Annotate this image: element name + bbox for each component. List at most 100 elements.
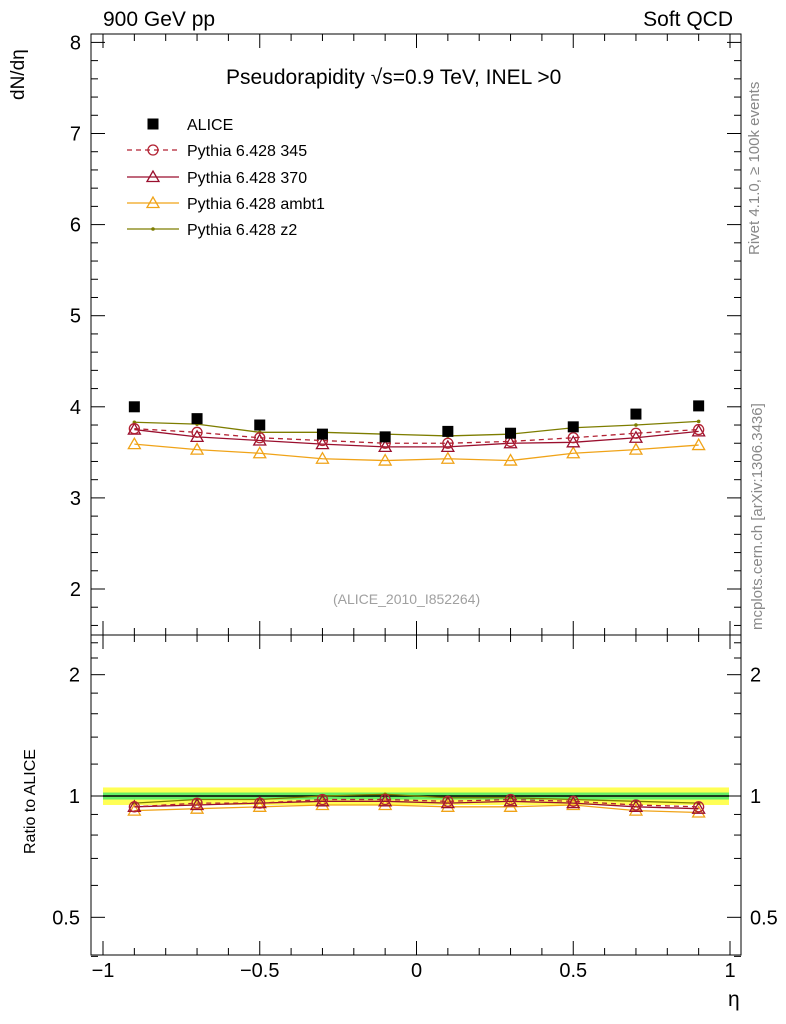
ratio-y-tick-label-right: 2 xyxy=(750,665,761,687)
legend-label: ALICE xyxy=(187,117,233,134)
x-axis-label: η xyxy=(728,988,740,1011)
y-tick-label: 8 xyxy=(70,32,81,54)
series-3-ratio-point xyxy=(566,797,581,811)
series-1-ratio-point xyxy=(630,799,642,811)
series-1-ratio-point xyxy=(504,793,517,806)
series-3-point xyxy=(127,436,142,450)
y-axis-label: dN/dη xyxy=(8,49,29,100)
series-2-point xyxy=(252,433,267,446)
series-2-point xyxy=(315,436,330,450)
series-3-ratio-point xyxy=(252,799,267,812)
series-2-ratio-point xyxy=(566,795,581,809)
series-3-point xyxy=(440,451,455,464)
y-tick-label: 3 xyxy=(70,488,81,510)
series-0-point xyxy=(442,425,454,437)
legend-marker xyxy=(145,195,161,209)
series-1-point xyxy=(128,423,141,435)
side-label-top: Rivet 4.1.0, ≥ 100k events xyxy=(746,81,763,255)
series-1-ratio-point xyxy=(693,801,705,813)
series-2-ratio-point xyxy=(503,794,518,807)
chart-title: Pseudorapidity √s=0.9 TeV, INEL >0 xyxy=(226,66,562,89)
header-right: Soft QCD xyxy=(643,8,733,31)
series-0-point xyxy=(567,421,579,433)
series-1-point xyxy=(567,432,579,444)
series-3-point xyxy=(252,445,267,459)
series-1-point xyxy=(191,426,203,438)
watermark: (ALICE_2010_I852264) xyxy=(333,591,481,607)
series-0-point xyxy=(316,428,328,440)
series-0-point xyxy=(379,431,391,443)
ratio-series-group xyxy=(103,792,729,818)
x-tick-label: 0.5 xyxy=(559,960,587,982)
ratio-y-tick-label-right: 1 xyxy=(750,786,761,808)
series-2-ratio-point xyxy=(378,794,393,807)
series-0-point xyxy=(254,419,266,431)
series-1-point xyxy=(254,432,266,444)
legend-label: Pythia 6.428 z2 xyxy=(187,222,297,239)
ratio-y-axis-label: Ratio to ALICE xyxy=(22,749,39,854)
x-tick-label: 0 xyxy=(411,960,422,982)
legend-label: Pythia 6.428 370 xyxy=(187,170,307,187)
series-1-ratio-point xyxy=(191,797,203,809)
series-1-ratio-point xyxy=(254,797,266,809)
series-2-point xyxy=(691,424,706,437)
series-2-line xyxy=(134,428,699,448)
series-1-ratio-point xyxy=(567,795,579,807)
series-3-point xyxy=(628,442,644,455)
series-2-ratio-line xyxy=(134,800,699,810)
series-3-line xyxy=(134,443,699,462)
series-1-ratio-point xyxy=(128,801,141,813)
series-3-ratio-point xyxy=(691,805,706,818)
y-tick-label: 6 xyxy=(70,215,81,237)
series-4-point xyxy=(634,423,638,427)
axis-ticks xyxy=(91,34,741,957)
series-0-point xyxy=(191,413,203,425)
series-3-point xyxy=(566,445,581,459)
legend-label: Pythia 6.428 345 xyxy=(187,143,307,160)
series-0-point xyxy=(505,427,517,439)
legend-marker xyxy=(145,169,161,183)
series-3-ratio-point xyxy=(127,803,142,816)
series-1-ratio-point xyxy=(316,793,329,806)
series-3-point xyxy=(691,437,706,451)
series-2-ratio-point xyxy=(440,795,455,809)
series-2-ratio-point xyxy=(628,799,644,812)
series-3-point xyxy=(378,453,393,466)
tick-labels: −1 −0.5 0 0.5 1 2 3 4 5 6 7 8 0.5 0.5 1 1 2 2 xyxy=(52,32,778,982)
legend-marker xyxy=(147,144,159,156)
series-3-ratio-point xyxy=(628,803,644,816)
x-tick-label: 1 xyxy=(724,960,735,982)
series-1-point xyxy=(442,437,454,449)
legend-label: Pythia 6.428 ambt1 xyxy=(187,196,325,213)
series-2-point xyxy=(378,439,393,453)
series-3-point xyxy=(503,453,518,466)
series-2-ratio-point xyxy=(315,794,330,807)
y-tick-label: 4 xyxy=(70,397,81,419)
series-3-ratio-line xyxy=(134,804,699,814)
header-left: 900 GeV pp xyxy=(103,8,216,31)
ratio-y-tick-label-right: 0.5 xyxy=(750,907,778,929)
series-1-line xyxy=(134,428,699,444)
legend: ALICE Pythia 6.428 345 Pythia 6.428 370 Pyt… xyxy=(127,117,325,239)
series-1-ratio-line xyxy=(134,798,699,808)
legend-marker xyxy=(147,118,159,130)
y-tick-label: 7 xyxy=(70,124,81,146)
ratio-y-tick-label: 0.5 xyxy=(52,907,80,929)
series-2-ratio-point xyxy=(691,801,706,814)
series-0-point xyxy=(693,400,705,412)
y-tick-label: 2 xyxy=(70,579,81,601)
series-1-point xyxy=(630,427,642,439)
series-2-ratio-point xyxy=(189,797,205,811)
series-4-line xyxy=(134,420,699,437)
series-0-point xyxy=(128,401,140,413)
x-tick-label: −0.5 xyxy=(240,960,279,982)
series-group xyxy=(127,400,706,466)
ratio-y-tick-label: 1 xyxy=(69,786,80,808)
side-label-bottom: mcplots.cern.ch [arXiv:1306.3436] xyxy=(749,403,766,630)
series-2-point xyxy=(503,435,518,449)
x-tick-label: −1 xyxy=(92,960,115,982)
series-3-ratio-point xyxy=(189,801,205,814)
series-0-point xyxy=(630,408,642,420)
series-3-point xyxy=(189,442,205,455)
